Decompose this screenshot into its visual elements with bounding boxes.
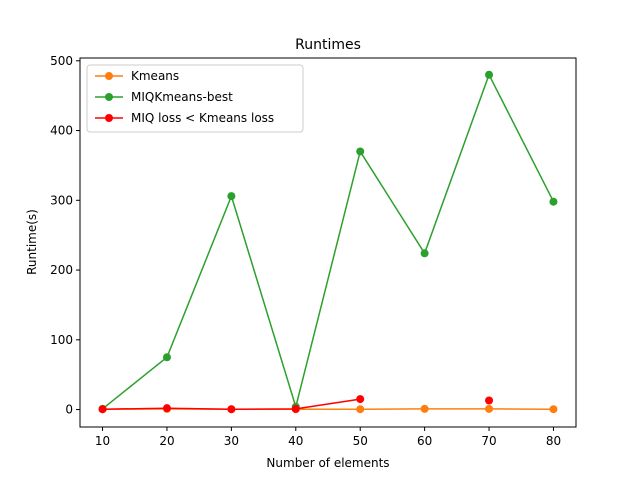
legend-marker xyxy=(105,114,113,122)
x-tick-label: 70 xyxy=(481,434,496,448)
x-axis-label: Number of elements xyxy=(266,456,389,470)
data-point xyxy=(420,249,429,258)
y-tick-label: 100 xyxy=(50,333,73,347)
plot-frame xyxy=(79,57,577,428)
x-tick-label: 40 xyxy=(288,434,303,448)
series-2 xyxy=(98,395,494,414)
series-line xyxy=(102,72,555,410)
tick-layer: 10 20 30 40 50 60 70 80 0 100 200 300 400 500 xyxy=(50,54,561,448)
x-tick-label: 50 xyxy=(353,434,368,448)
data-point xyxy=(356,395,365,404)
data-point xyxy=(162,404,171,413)
y-tick-label: 500 xyxy=(50,54,73,68)
y-tick-label: 300 xyxy=(50,193,73,207)
legend-label: Kmeans xyxy=(131,69,179,83)
legend-marker xyxy=(105,93,113,101)
series-layer xyxy=(98,70,558,414)
data-point xyxy=(356,405,365,414)
data-point xyxy=(291,404,300,413)
chart-title: Runtimes xyxy=(295,37,361,53)
data-point xyxy=(227,405,236,414)
x-tick-label: 10 xyxy=(95,434,110,448)
data-point xyxy=(420,404,429,413)
data-point xyxy=(227,192,236,201)
data-point xyxy=(356,147,365,156)
legend-marker xyxy=(105,72,113,80)
y-axis-label: Runtime(s) xyxy=(25,209,39,275)
legend: Kmeans MIQKmeans-best MIQ loss < Kmeans lo… xyxy=(86,64,304,133)
data-point xyxy=(485,396,494,405)
legend-label: MIQKmeans-best xyxy=(131,90,233,104)
data-point xyxy=(549,405,558,414)
x-tick-label: 30 xyxy=(224,434,239,448)
x-tick-label: 20 xyxy=(159,434,174,448)
data-point xyxy=(549,197,558,206)
data-point xyxy=(162,353,171,362)
y-tick-label: 200 xyxy=(50,263,73,277)
x-tick-label: 80 xyxy=(546,434,561,448)
legend-box xyxy=(86,64,304,133)
legend-label: MIQ loss < Kmeans loss xyxy=(131,111,274,125)
y-tick-label: 0 xyxy=(65,403,73,417)
data-point xyxy=(485,70,494,79)
x-tick-label: 60 xyxy=(417,434,432,448)
y-tick-label: 400 xyxy=(50,124,73,138)
data-point xyxy=(485,404,494,413)
data-point xyxy=(98,405,107,414)
